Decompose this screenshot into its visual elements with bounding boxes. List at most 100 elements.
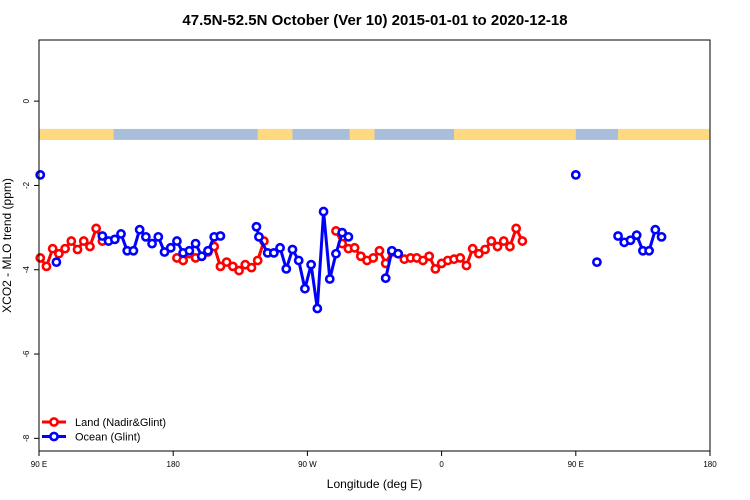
data-point bbox=[631, 230, 642, 241]
data-point bbox=[393, 248, 404, 259]
series-layer bbox=[35, 169, 667, 314]
x-tick-label: 90 W bbox=[298, 460, 317, 469]
data-point bbox=[254, 231, 264, 242]
data-point bbox=[337, 227, 348, 238]
data-point bbox=[656, 231, 667, 242]
data-point bbox=[505, 241, 515, 252]
data-point bbox=[418, 255, 428, 266]
data-point bbox=[287, 244, 298, 255]
y-tick-label: -4 bbox=[22, 266, 31, 274]
data-point bbox=[324, 274, 335, 284]
data-point bbox=[331, 248, 341, 259]
data-point bbox=[91, 223, 102, 234]
data-point bbox=[293, 255, 304, 266]
data-point bbox=[424, 251, 435, 262]
series-land bbox=[35, 223, 528, 276]
data-point bbox=[613, 231, 623, 241]
data-point bbox=[215, 231, 226, 241]
y-tick-label: -8 bbox=[22, 434, 31, 442]
x-axis: 90 E 180 90 W 0 90 E 180 bbox=[31, 451, 717, 469]
data-point bbox=[203, 245, 213, 256]
data-point bbox=[128, 245, 139, 256]
data-point bbox=[172, 236, 182, 246]
data-point bbox=[234, 265, 244, 276]
data-point bbox=[480, 244, 490, 255]
data-point bbox=[625, 235, 636, 246]
data-point bbox=[252, 255, 263, 266]
land-segment bbox=[618, 128, 710, 140]
data-point bbox=[147, 238, 157, 249]
data-point bbox=[492, 241, 503, 252]
x-axis-label: Longitude (deg E) bbox=[327, 477, 422, 491]
data-point bbox=[473, 248, 484, 259]
land-segment bbox=[349, 128, 375, 140]
data-point bbox=[35, 169, 46, 180]
data-point bbox=[221, 257, 232, 268]
x-tick-label: 90 E bbox=[31, 460, 47, 469]
data-point bbox=[196, 251, 207, 262]
data-point bbox=[343, 231, 354, 242]
data-point bbox=[35, 253, 46, 263]
data-point bbox=[455, 253, 466, 263]
data-point bbox=[215, 261, 226, 272]
plot-frame bbox=[38, 39, 711, 452]
data-point bbox=[153, 231, 164, 242]
land-segment bbox=[39, 128, 114, 140]
data-point bbox=[498, 236, 509, 246]
data-point bbox=[134, 224, 145, 235]
data-point bbox=[374, 245, 385, 256]
data-point bbox=[51, 257, 62, 268]
data-point bbox=[165, 242, 176, 253]
legend: Land (Nadir&Glint) Ocean (Glint) bbox=[42, 417, 166, 444]
data-point bbox=[140, 231, 151, 242]
data-point bbox=[60, 243, 70, 254]
data-point bbox=[349, 242, 360, 253]
data-point bbox=[281, 263, 292, 274]
data-point bbox=[47, 243, 58, 254]
data-point bbox=[380, 273, 391, 284]
data-point bbox=[178, 255, 189, 266]
data-point bbox=[268, 247, 279, 258]
data-point bbox=[251, 221, 262, 232]
data-point bbox=[306, 259, 317, 270]
chart-title: 47.5N-52.5N October (Ver 10) 2015-01-01 … bbox=[182, 12, 567, 29]
data-point bbox=[461, 260, 472, 271]
land-segment bbox=[454, 128, 576, 140]
legend-label: Ocean (Glint) bbox=[75, 432, 140, 444]
legend-label: Land (Nadir&Glint) bbox=[75, 417, 166, 429]
x-tick-label: 180 bbox=[703, 460, 717, 469]
data-point bbox=[570, 169, 581, 180]
y-axis-label: XCO2 - MLO trend (ppm) bbox=[0, 178, 14, 313]
data-point bbox=[300, 283, 310, 294]
data-point bbox=[109, 234, 120, 245]
data-point bbox=[467, 243, 478, 254]
data-point bbox=[66, 236, 77, 246]
land-segment bbox=[257, 128, 293, 140]
data-point bbox=[650, 224, 661, 235]
data-point bbox=[592, 257, 602, 268]
data-point bbox=[72, 244, 83, 255]
data-point bbox=[486, 236, 497, 246]
data-point bbox=[644, 245, 655, 256]
data-point bbox=[159, 247, 170, 257]
data-point bbox=[85, 241, 95, 252]
x-tick-label: 180 bbox=[167, 460, 181, 469]
data-point bbox=[368, 253, 379, 263]
data-point bbox=[97, 231, 108, 241]
series-ocean bbox=[35, 169, 667, 314]
legend-swatch-marker bbox=[49, 431, 59, 442]
y-axis: 0 -2 -4 -6 -8 bbox=[22, 98, 39, 442]
data-point bbox=[318, 206, 329, 217]
data-point bbox=[184, 245, 195, 256]
data-point bbox=[78, 236, 89, 246]
x-tick-label: 90 E bbox=[568, 460, 584, 469]
data-point bbox=[116, 229, 126, 239]
land-mask-band bbox=[39, 128, 710, 140]
data-point bbox=[312, 303, 323, 314]
data-point bbox=[246, 262, 257, 273]
y-tick-label: -6 bbox=[22, 350, 31, 358]
data-point bbox=[275, 242, 285, 253]
x-tick-label: 0 bbox=[439, 460, 444, 469]
data-point bbox=[227, 261, 238, 272]
